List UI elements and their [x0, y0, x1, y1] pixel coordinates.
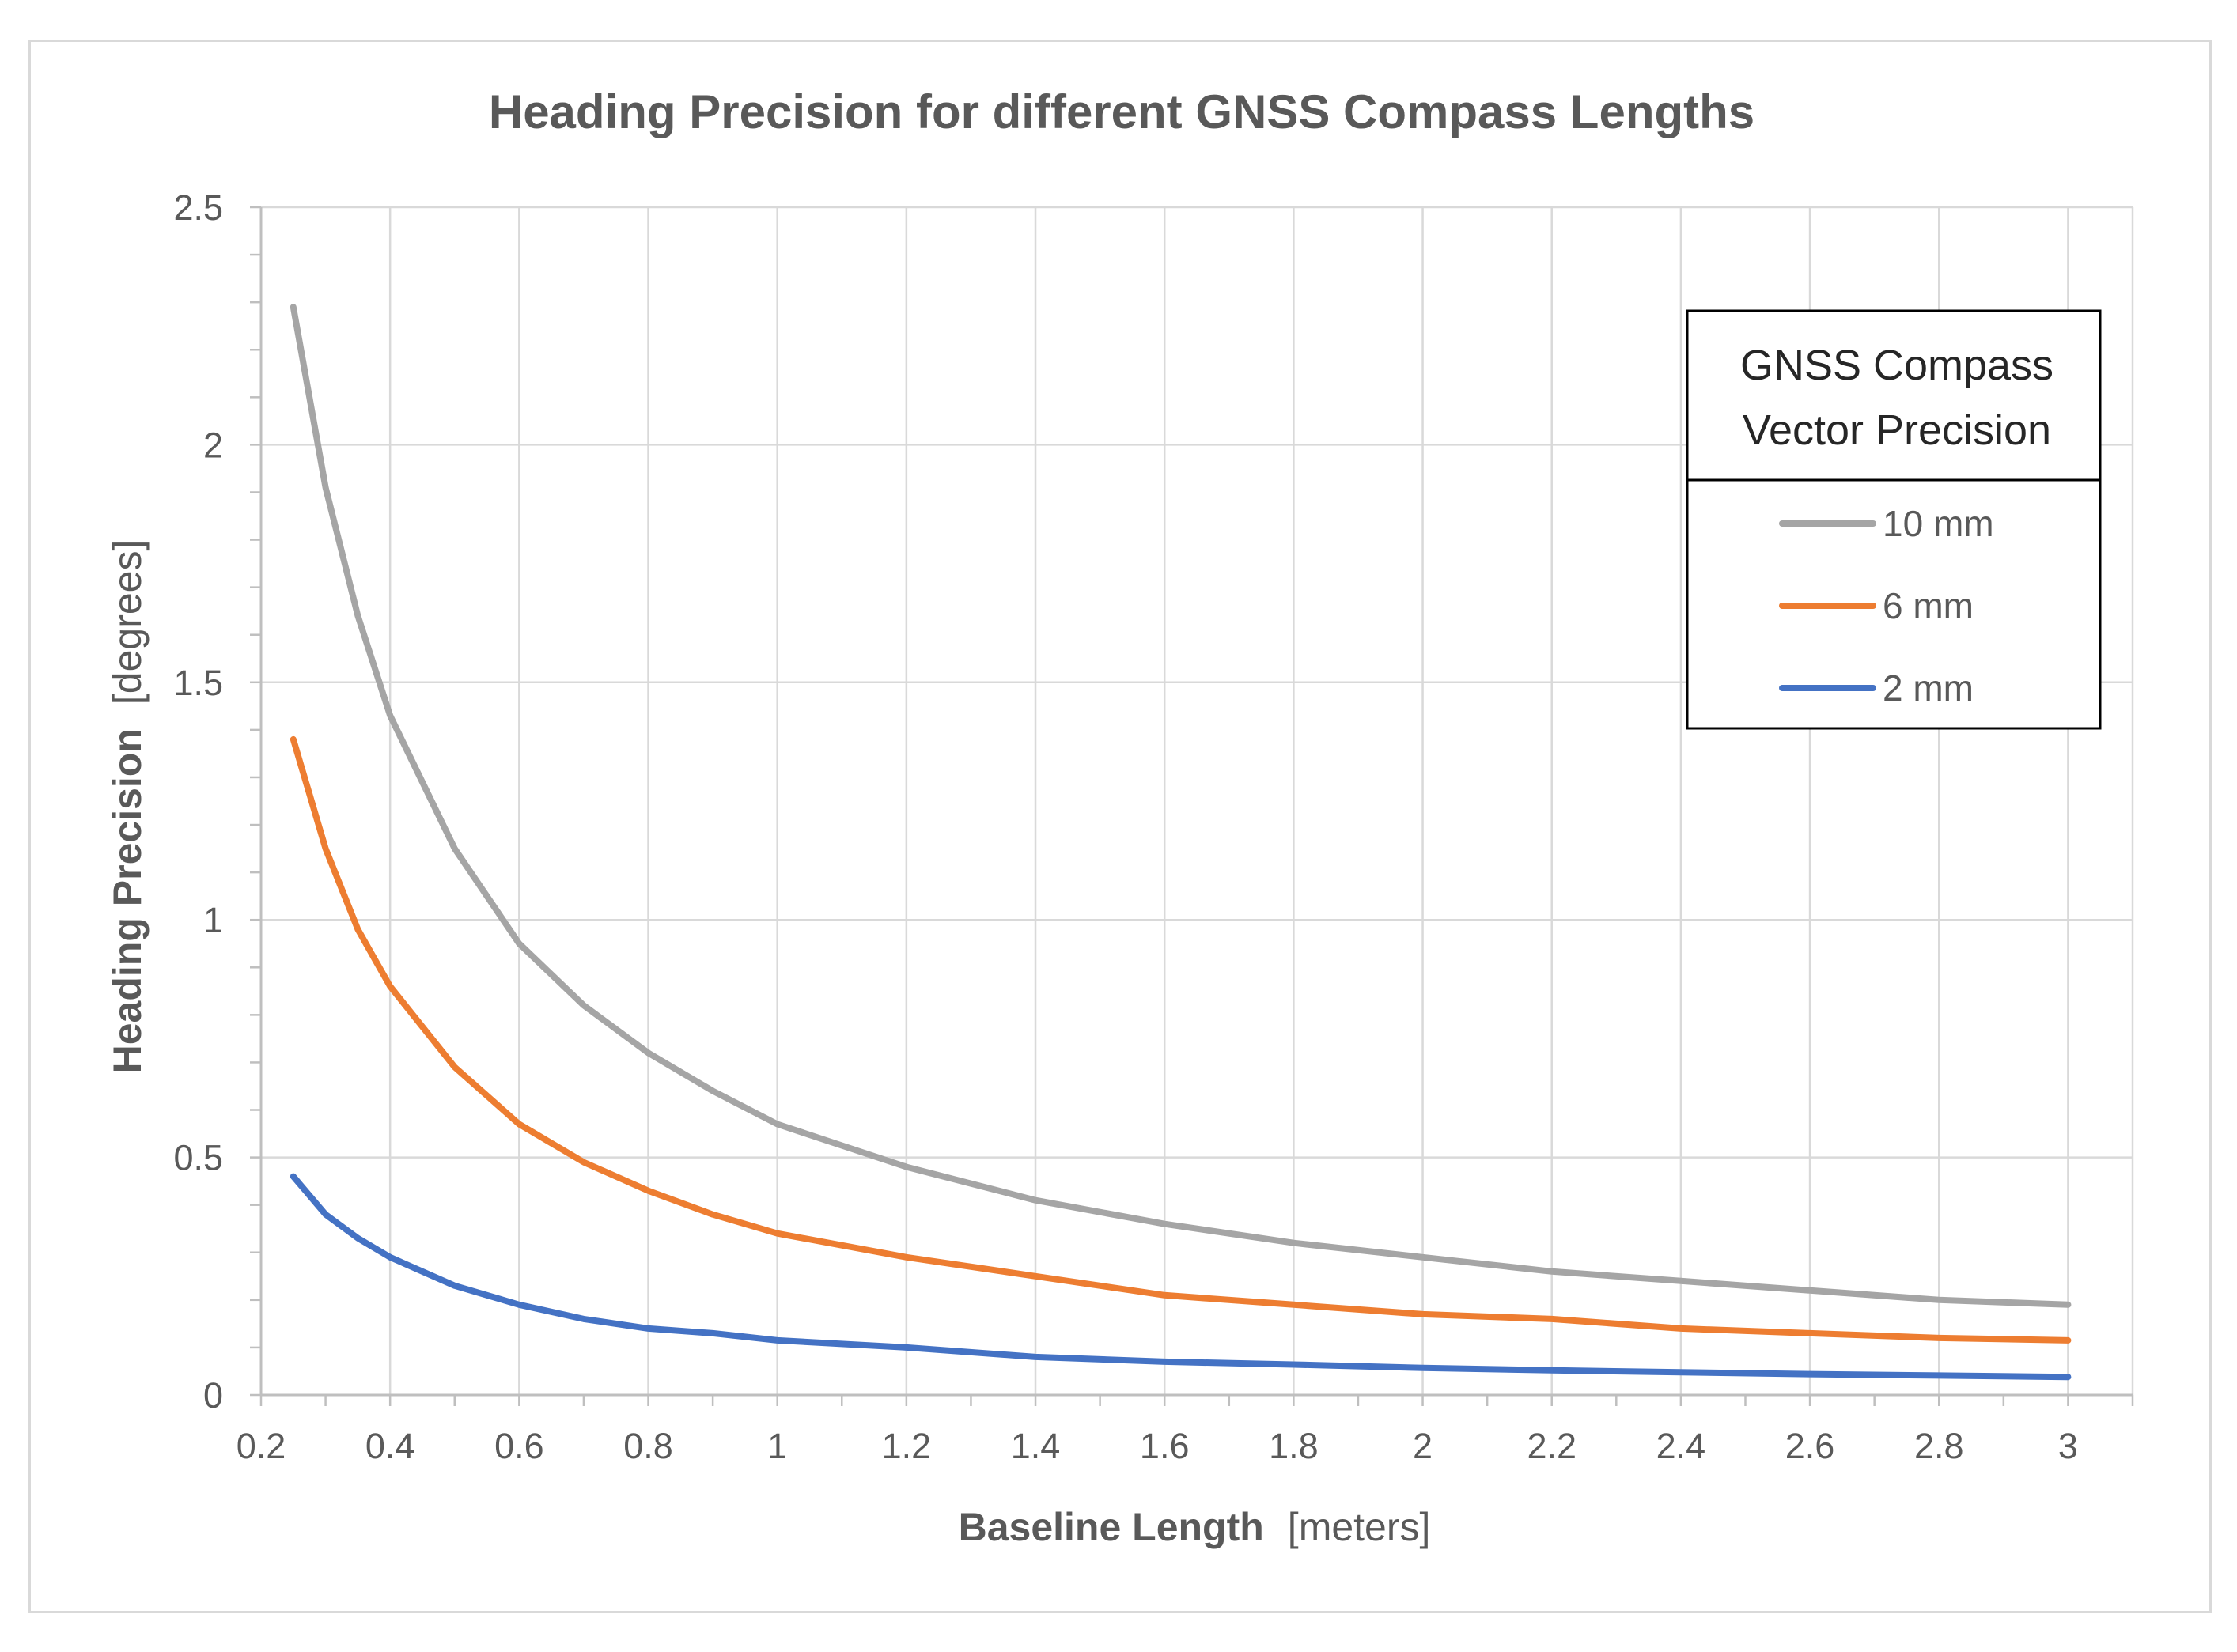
- legend-title-line-2: Vector Precision: [1743, 406, 2051, 454]
- series-line-10-mm: [290, 304, 2072, 1308]
- x-tick-label: 2: [1413, 1426, 1433, 1466]
- legend-title-line-1: GNSS Compass: [1740, 342, 2053, 389]
- x-tick-label: 1.6: [1140, 1426, 1190, 1466]
- chart-frame: [28, 40, 2212, 1613]
- series-line-2-mm: [290, 1173, 2072, 1381]
- y-axis-unit: [degrees]: [105, 540, 150, 705]
- series-layer: [290, 304, 2072, 1381]
- x-axis-label: Baseline Length: [959, 1505, 1264, 1549]
- y-tick-label: 2: [203, 425, 223, 465]
- x-tick-label: 0.8: [623, 1426, 673, 1466]
- x-tick-label: 1.8: [1269, 1426, 1319, 1466]
- y-axis-label: Heading Precision: [105, 728, 150, 1073]
- x-tick-label: 1.2: [882, 1426, 932, 1466]
- y-tick-label: 1.5: [173, 663, 223, 703]
- legend-entries-box: [1686, 478, 2102, 730]
- legend-entries: 10 mm 6 mm 2 mm: [1779, 503, 1994, 709]
- y-tick-label: 0.5: [173, 1138, 223, 1178]
- x-tick-label: 0.2: [237, 1426, 286, 1466]
- legend-label-2-mm: 2 mm: [1883, 667, 1974, 709]
- x-tick-label: 0.6: [494, 1426, 544, 1466]
- x-tick-label: 2.8: [1914, 1426, 1964, 1466]
- tick-layer: 0.2 0.4 0.6 0.8 1 1.2 1.4 1.6 1.8 2 2.2 2.4 2.6 2.8 3 0…: [173, 187, 2134, 1466]
- legend-label-10-mm: 10 mm: [1883, 503, 1994, 544]
- x-axis-title: Baseline Length [meters]: [959, 1505, 1431, 1549]
- x-axis-unit: [meters]: [1288, 1505, 1431, 1549]
- legend-title-box: [1686, 309, 2102, 482]
- x-tick-label: 1: [767, 1426, 787, 1466]
- chart-title: Heading Precision for different GNSS Com…: [489, 85, 1754, 138]
- x-tick-label: 0.4: [365, 1426, 415, 1466]
- x-tick-label: 3: [2058, 1426, 2078, 1466]
- y-axis-title: Heading Precision [degrees]: [105, 540, 150, 1074]
- legend: GNSS Compass Vector Precision 10 mm 6 mm 2…: [1686, 309, 2102, 730]
- x-tick-label: 2.6: [1785, 1426, 1835, 1466]
- y-tick-label: 0: [203, 1375, 223, 1416]
- x-tick-label: 2.2: [1527, 1426, 1576, 1466]
- y-tick-label: 2.5: [173, 187, 223, 228]
- y-tick-label: 1: [203, 900, 223, 940]
- legend-label-6-mm: 6 mm: [1883, 585, 1974, 626]
- x-tick-label: 2.4: [1656, 1426, 1706, 1466]
- axes-layer: [259, 207, 2133, 1397]
- series-line-6-mm: [290, 735, 2072, 1344]
- x-tick-label: 1.4: [1011, 1426, 1061, 1466]
